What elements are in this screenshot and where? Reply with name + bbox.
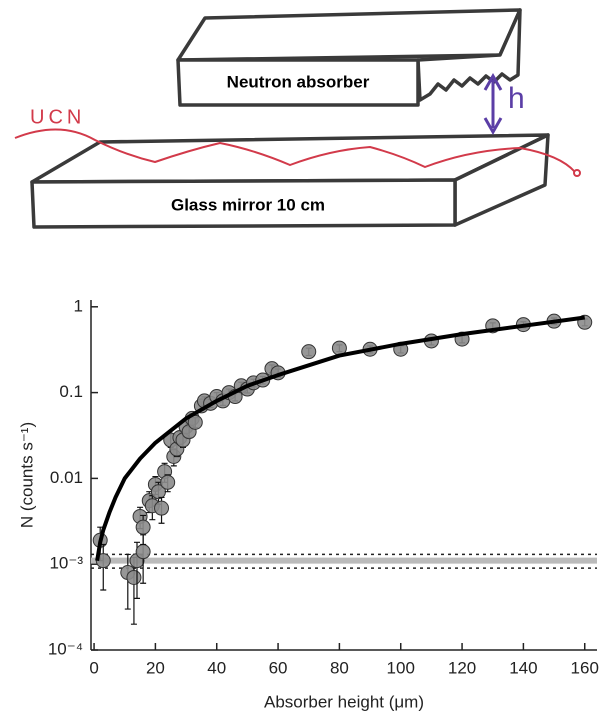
mirror-front (30, 178, 457, 229)
x-tick-label: 20 (146, 658, 165, 677)
data-point (301, 344, 317, 360)
data-point (95, 553, 111, 569)
plot: 1 0.1 0.01 10⁻³ 10⁻⁴ 0 20 40 60 80 100 120 140 160 Abs… (17, 296, 598, 711)
mirror-label: Glass mirror 10 cm (171, 195, 325, 214)
y-axis-label: N (counts s⁻¹) (17, 422, 36, 528)
absorber-top (176, 8, 522, 62)
x-axis-label: Absorber height (μm) (264, 692, 424, 711)
x-tick-label: 160 (571, 658, 599, 677)
y-tick-label: 10⁻⁴ (48, 639, 83, 658)
y-tick-label: 10⁻³ (49, 554, 83, 573)
diagram: Neutron absorber Glass mirror 10 cm UCN … (14, 8, 581, 229)
x-tick-label: 40 (207, 658, 226, 677)
absorber-label: Neutron absorber (227, 72, 370, 91)
ucn-path (14, 128, 576, 173)
y-tick-label: 0.1 (59, 382, 83, 401)
absorber-front (176, 58, 420, 107)
data-point (135, 544, 151, 560)
y-tick-label: 0.01 (50, 468, 83, 487)
data-point (160, 474, 176, 490)
data-point (154, 500, 170, 516)
x-tick-label: 140 (509, 658, 537, 677)
x-tick-label: 100 (387, 658, 415, 677)
height-label: h (508, 82, 525, 115)
x-tick-label: 60 (269, 658, 288, 677)
ucn-end (573, 169, 581, 177)
x-tick-label: 80 (330, 658, 349, 677)
ucn-label: UCN (30, 106, 85, 128)
height-arrowheads (483, 72, 503, 136)
y-tick-label: 1 (74, 296, 83, 315)
fit-line (95, 315, 586, 561)
data-point (126, 569, 142, 585)
x-tick-label: 120 (448, 658, 476, 677)
x-tick-label: 0 (89, 658, 98, 677)
data-point (135, 519, 151, 535)
